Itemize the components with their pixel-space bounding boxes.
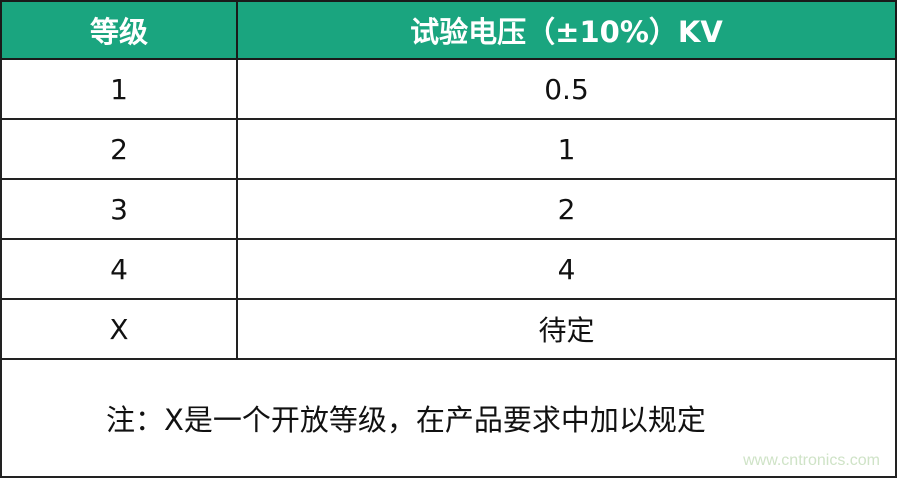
header-row: 等级 试验电压（±10%）KV (0, 0, 897, 60)
voltage-cell: 待定 (236, 298, 897, 360)
voltage-cell: 1 (236, 118, 897, 180)
level-cell: 2 (0, 118, 238, 180)
voltage-cell: 2 (236, 178, 897, 240)
voltage-cell: 4 (236, 238, 897, 300)
header-level: 等级 (0, 0, 238, 60)
level-cell: 3 (0, 178, 238, 240)
table-row: 4 4 (0, 238, 897, 300)
level-cell: X (0, 298, 238, 360)
table-row: 2 1 (0, 118, 897, 180)
note-row: 注：X是一个开放等级，在产品要求中加以规定 (0, 358, 897, 478)
level-cell: 4 (0, 238, 238, 300)
voltage-cell: 0.5 (236, 58, 897, 120)
level-cell: 1 (0, 58, 238, 120)
table-row: X 待定 (0, 298, 897, 360)
watermark: www.cntronics.com (743, 452, 880, 469)
footnote: 注：X是一个开放等级，在产品要求中加以规定 (0, 358, 897, 478)
table-row: 3 2 (0, 178, 897, 240)
table-row: 1 0.5 (0, 58, 897, 120)
header-voltage: 试验电压（±10%）KV (236, 0, 897, 60)
